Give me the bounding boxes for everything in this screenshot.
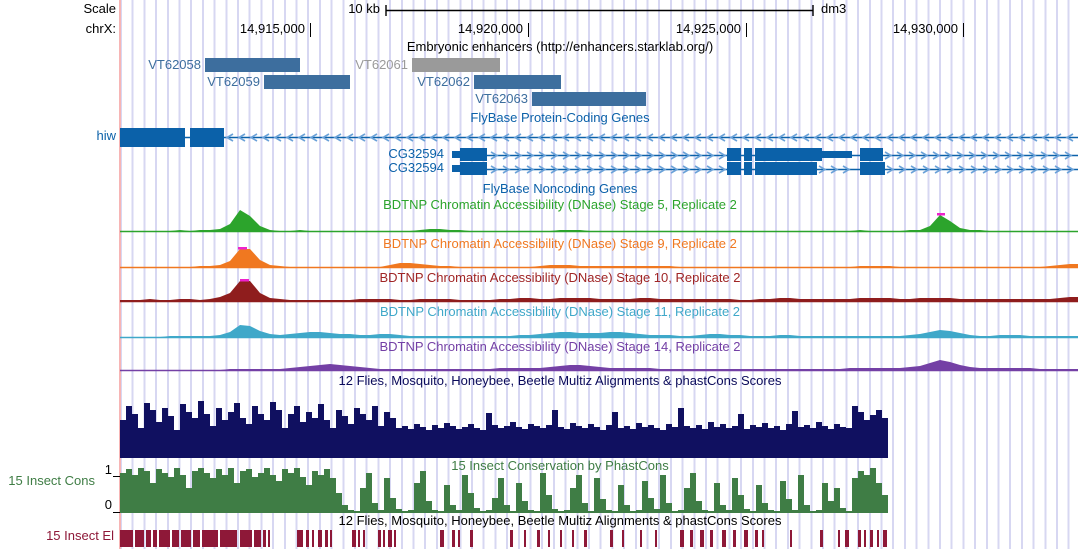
enhancer-box-vt62058[interactable] [205,58,300,72]
track-title-dnase-stage9[interactable]: BDTNP Chromatin Accessibility (DNase) St… [383,236,737,251]
phastcons-conservation-track[interactable] [113,468,888,513]
gene-cg32594-2[interactable] [452,162,1078,175]
track-side-label-insect-elements[interactable]: 15 Insect El [46,528,114,543]
track-title-enhancers[interactable]: Embryonic enhancers (http://enhancers.st… [406,39,714,54]
insect-elements-track[interactable] [120,530,887,547]
gene-label-hiw[interactable]: hiw [96,128,116,143]
track-title-conservation[interactable]: 15 Insect Conservation by PhastCons [451,458,669,473]
enhancer-label-vt62059[interactable]: VT62059 [207,74,260,89]
coordinate-tick-label: 14,920,000 [457,21,523,36]
clip-indicator [937,213,945,216]
gene-label-cg32594-1[interactable]: CG32594 [388,146,444,161]
gene-label-cg32594-2[interactable]: CG32594 [388,160,444,175]
dnase-signal-track-4[interactable] [120,360,1078,372]
position-marker-line [119,0,121,549]
track-title-dnase-stage5[interactable]: BDTNP Chromatin Accessibility (DNase) St… [383,197,737,212]
assembly-label: dm3 [821,1,847,16]
track-title-noncoding-genes[interactable]: FlyBase Noncoding Genes [482,181,638,196]
scale-label: Scale [83,1,116,16]
track-side-label-insect-cons[interactable]: 15 Insect Cons [8,473,95,488]
dnase-signal-track-0[interactable] [120,210,1078,233]
clip-indicator [238,247,247,250]
gene-cg32594-1[interactable] [452,148,1078,161]
enhancer-box-vt62063[interactable] [532,92,646,106]
axis-label-zero: 0 [104,497,112,512]
gene-hiw-0[interactable] [120,128,1078,147]
clip-indicator [240,279,249,282]
coordinate-tick-label: 14,930,000 [892,21,958,36]
track-title-dnase-stage11[interactable]: BDTNP Chromatin Accessibility (DNase) St… [379,304,741,319]
enhancer-label-vt62061[interactable]: VT62061 [355,57,408,72]
track-title-coding-genes[interactable]: FlyBase Protein-Coding Genes [470,110,650,125]
dnase-signal-track-2[interactable] [120,279,1078,303]
enhancer-label-vt62058[interactable]: VT62058 [148,57,201,72]
enhancer-box-vt62059[interactable] [264,75,350,89]
chromosome-label: chrX: [85,21,116,36]
scale-bar-size-label: 10 kb [348,1,380,16]
track-title-multiz[interactable]: 12 Flies, Mosquito, Honeybee, Beetle Mul… [338,373,782,388]
track-title-dnase-stage14[interactable]: BDTNP Chromatin Accessibility (DNase) St… [379,339,741,354]
dnase-signal-track-1[interactable] [120,247,1078,269]
track-title-multiz-2[interactable]: 12 Flies, Mosquito, Honeybee, Beetle Mul… [338,513,782,528]
axis-label-one: 1 [104,462,112,477]
enhancer-boxes[interactable] [205,58,646,106]
enhancer-label-vt62063[interactable]: VT62063 [475,91,528,106]
scale-bar [385,5,814,16]
track-title-dnase-stage10[interactable]: BDTNP Chromatin Accessibility (DNase) St… [379,270,741,285]
enhancer-box-vt62061[interactable] [412,58,500,72]
coordinate-tick-label: 14,915,000 [239,21,305,36]
multiz-alignment-track[interactable] [120,401,888,458]
dnase-signal-track-3[interactable] [120,325,1078,339]
enhancer-label-vt62062[interactable]: VT62062 [417,74,470,89]
enhancer-box-vt62062[interactable] [474,75,561,89]
coordinate-tick-label: 14,925,000 [675,21,741,36]
coordinate-ticks [310,23,964,37]
